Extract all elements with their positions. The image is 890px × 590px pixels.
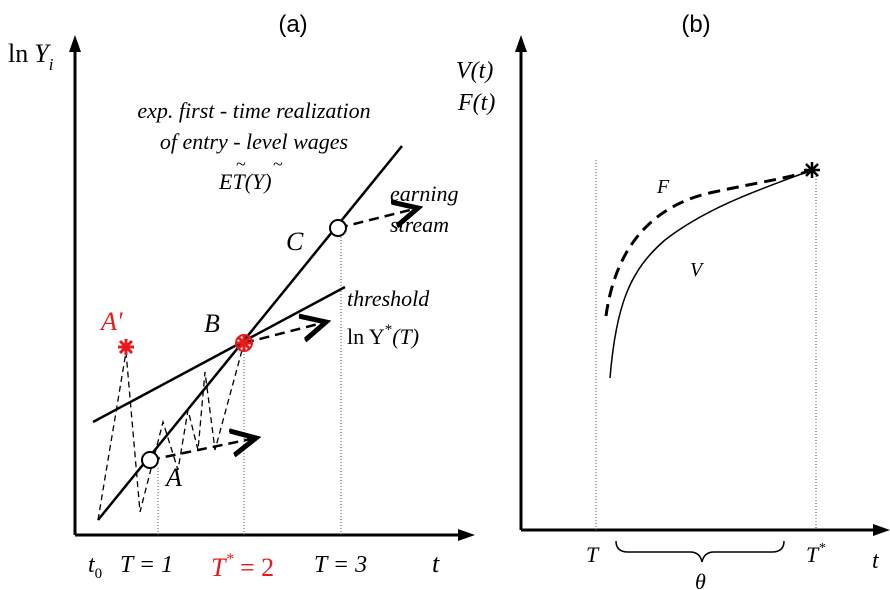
point-B-star bbox=[236, 335, 252, 351]
tick-T3: T = 3 bbox=[314, 552, 367, 578]
panel-a-label: (a) bbox=[278, 11, 307, 38]
threshold-line bbox=[92, 285, 346, 424]
panel-b: (b) V(t) F(t) t F V T T* θ bbox=[456, 11, 890, 590]
panel-b-y-label-F: F(t) bbox=[457, 90, 495, 116]
arrow-from-A bbox=[149, 438, 256, 462]
point-A-prime-label: A' bbox=[99, 307, 123, 336]
interval-brace bbox=[615, 540, 785, 563]
endpoint-star bbox=[804, 162, 820, 178]
tick-Tstar: T* bbox=[806, 541, 825, 567]
threshold-label-1: threshold bbox=[347, 286, 430, 311]
point-C-label: C bbox=[286, 227, 304, 256]
panel-a-x-label: t bbox=[432, 549, 440, 578]
tick-t0: t0 bbox=[88, 552, 102, 582]
point-C-marker bbox=[329, 219, 347, 237]
curve-F bbox=[604, 168, 813, 317]
curve-V-label: V bbox=[690, 259, 705, 281]
panel-b-x-label: t bbox=[872, 548, 880, 574]
tick-T2: T* = 2 bbox=[211, 551, 274, 582]
earning-label-2: stream bbox=[390, 212, 449, 237]
tick-T: T bbox=[586, 542, 600, 567]
curve-F-label: F bbox=[656, 176, 670, 198]
panel-a-x-axis-arrow bbox=[458, 529, 475, 541]
arrow-from-C bbox=[337, 208, 418, 230]
panel-b-y-axis-arrow bbox=[515, 35, 527, 52]
curve-V bbox=[609, 169, 813, 379]
panel-b-y-label-V: V(t) bbox=[456, 58, 493, 84]
tick-T1: T = 1 bbox=[120, 552, 173, 578]
interval-theta: θ bbox=[695, 569, 706, 590]
panel-a-y-axis-arrow bbox=[69, 35, 81, 52]
panel-b-x-axis-arrow bbox=[873, 524, 890, 536]
point-A-label: A bbox=[164, 463, 182, 492]
tilde-T: ~ bbox=[236, 154, 246, 174]
point-A-marker bbox=[141, 451, 159, 469]
entry-line-label-2: of entry - level wages bbox=[160, 129, 348, 154]
entry-line-label-1: exp. first - time realization bbox=[137, 98, 370, 123]
panel-a: (a) ln Yi t bbox=[8, 11, 475, 582]
threshold-label-2: ln Y*(T) bbox=[347, 322, 419, 349]
point-A-prime-star bbox=[118, 339, 134, 355]
entry-line-math: ET(Y) bbox=[218, 169, 272, 194]
panel-b-label: (b) bbox=[681, 11, 710, 38]
wage-realization-path bbox=[97, 342, 245, 521]
point-B-label: B bbox=[204, 309, 220, 338]
earning-label-1: earning bbox=[390, 181, 458, 206]
arrow-from-B bbox=[243, 322, 326, 345]
tilde-Y: ~ bbox=[273, 154, 283, 174]
panel-a-y-label: ln Yi bbox=[8, 39, 54, 74]
